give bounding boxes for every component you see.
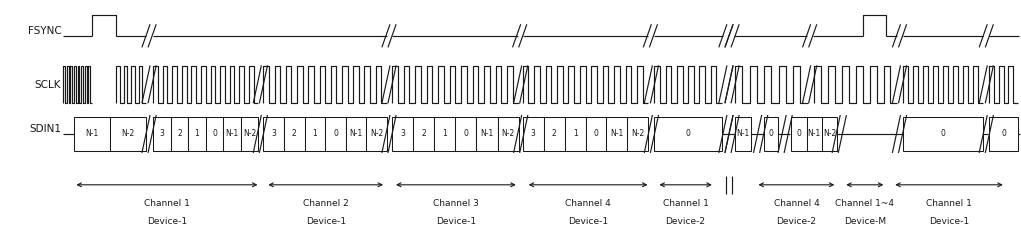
Text: 3: 3 — [531, 130, 536, 138]
Bar — [74, 117, 109, 151]
Text: 1: 1 — [195, 130, 199, 138]
Bar — [565, 117, 585, 151]
Text: 2: 2 — [292, 130, 297, 138]
Text: 2: 2 — [177, 130, 182, 138]
Text: FSYNC: FSYNC — [28, 26, 61, 36]
Text: Device-1: Device-1 — [305, 217, 346, 226]
Bar — [523, 117, 543, 151]
Text: Channel 1~4: Channel 1~4 — [835, 199, 894, 208]
Text: N-2: N-2 — [823, 130, 836, 138]
Bar — [367, 117, 387, 151]
Bar — [606, 117, 627, 151]
Bar — [807, 117, 822, 151]
Text: N-1: N-1 — [808, 130, 821, 138]
Bar — [903, 117, 983, 151]
Text: Channel 4: Channel 4 — [774, 199, 819, 208]
Text: 0: 0 — [333, 130, 338, 138]
Text: 0: 0 — [464, 130, 469, 138]
Text: 0: 0 — [593, 130, 598, 138]
Text: Channel 3: Channel 3 — [433, 199, 479, 208]
Text: 2: 2 — [551, 130, 556, 138]
Text: SCLK: SCLK — [35, 80, 61, 91]
Bar — [325, 117, 346, 151]
Text: N-1: N-1 — [226, 130, 239, 138]
Bar — [791, 117, 807, 151]
Text: N-2: N-2 — [501, 130, 515, 138]
Text: 0: 0 — [1002, 130, 1006, 138]
Text: 1: 1 — [442, 130, 447, 138]
Bar — [764, 117, 778, 151]
Bar — [654, 117, 722, 151]
Text: 0: 0 — [769, 130, 773, 138]
Text: Device-1: Device-1 — [929, 217, 969, 226]
Text: N-1: N-1 — [737, 130, 749, 138]
Text: Device-1: Device-1 — [436, 217, 476, 226]
Text: Device-1: Device-1 — [147, 217, 187, 226]
Text: 1: 1 — [312, 130, 318, 138]
Text: 3: 3 — [272, 130, 276, 138]
Bar — [241, 117, 258, 151]
Bar — [543, 117, 565, 151]
Text: 3: 3 — [400, 130, 405, 138]
Text: N-1: N-1 — [85, 130, 98, 138]
Text: N-2: N-2 — [370, 130, 383, 138]
Bar — [822, 117, 837, 151]
Bar — [392, 117, 414, 151]
Text: Device-M: Device-M — [843, 217, 886, 226]
Text: Channel 4: Channel 4 — [566, 199, 611, 208]
Text: Channel 1: Channel 1 — [663, 199, 709, 208]
Bar — [434, 117, 455, 151]
Text: Channel 1: Channel 1 — [144, 199, 190, 208]
Bar — [304, 117, 325, 151]
Text: SDIN1: SDIN1 — [30, 124, 61, 134]
Bar — [224, 117, 241, 151]
Text: 1: 1 — [573, 130, 578, 138]
Text: Device-1: Device-1 — [568, 217, 609, 226]
Bar — [989, 117, 1018, 151]
Bar — [109, 117, 146, 151]
Bar — [414, 117, 434, 151]
Text: N-2: N-2 — [631, 130, 644, 138]
Text: 0: 0 — [212, 130, 216, 138]
Text: 2: 2 — [422, 130, 426, 138]
Bar — [497, 117, 519, 151]
Text: Device-2: Device-2 — [776, 217, 817, 226]
Bar — [455, 117, 477, 151]
Text: Channel 2: Channel 2 — [303, 199, 348, 208]
Text: N-1: N-1 — [349, 130, 362, 138]
Bar — [171, 117, 188, 151]
Text: 3: 3 — [159, 130, 164, 138]
Bar — [153, 117, 171, 151]
Text: Device-2: Device-2 — [666, 217, 706, 226]
Text: 0: 0 — [940, 130, 945, 138]
Text: N-1: N-1 — [481, 130, 493, 138]
Text: N-2: N-2 — [121, 130, 135, 138]
Bar — [284, 117, 304, 151]
Bar — [735, 117, 751, 151]
Bar — [586, 117, 606, 151]
Text: N-1: N-1 — [611, 130, 624, 138]
Text: Channel 1: Channel 1 — [926, 199, 972, 208]
Bar — [188, 117, 206, 151]
Text: 0: 0 — [686, 130, 690, 138]
Bar — [206, 117, 224, 151]
Bar — [627, 117, 648, 151]
Bar — [263, 117, 284, 151]
Text: 0: 0 — [796, 130, 801, 138]
Bar — [477, 117, 497, 151]
Text: N-2: N-2 — [243, 130, 256, 138]
Bar — [346, 117, 367, 151]
